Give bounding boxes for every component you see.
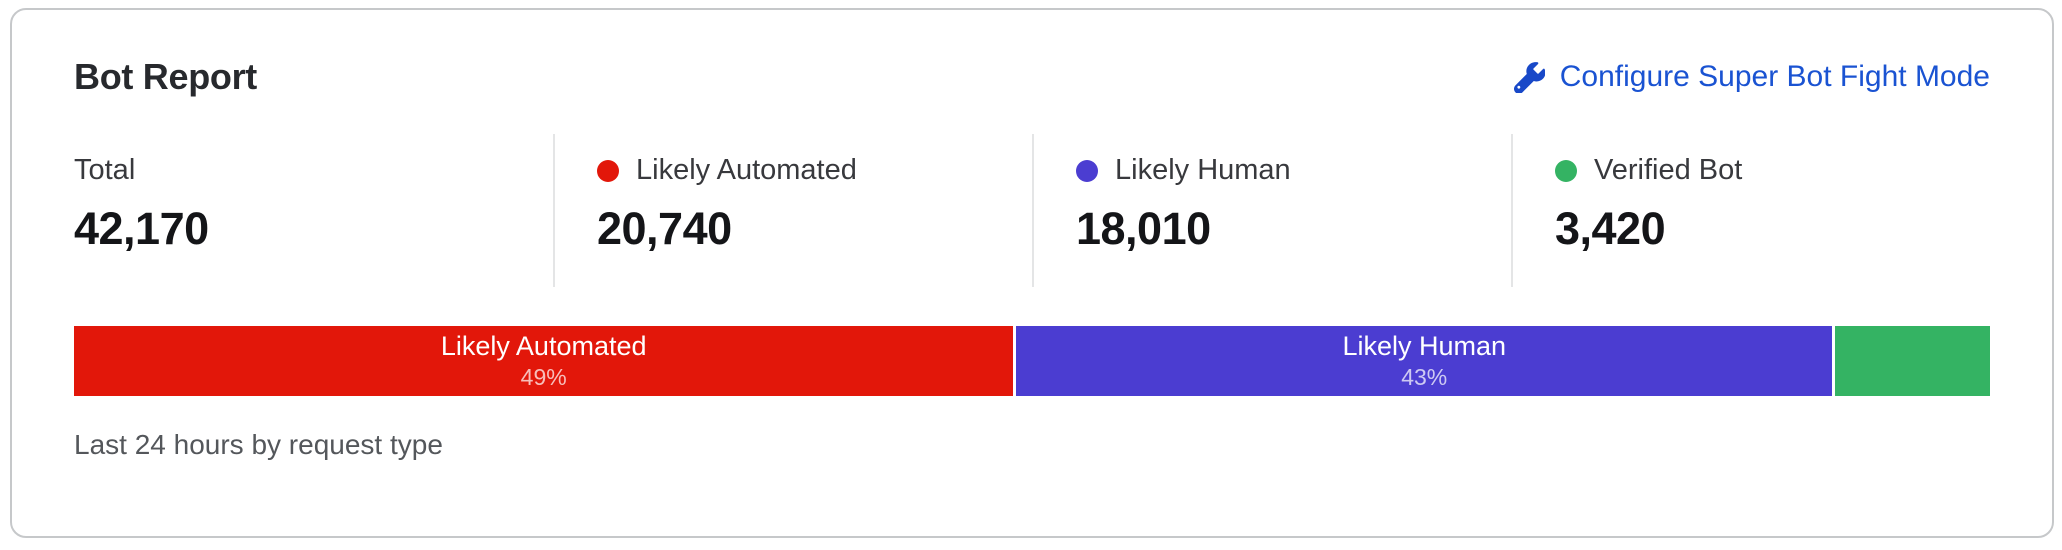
stat-likely-human: Likely Human 18,010 xyxy=(1032,134,1511,287)
bar-segment-likely-human: Likely Human 43% xyxy=(1016,326,1833,396)
bar-segment-label: Likely Human xyxy=(1342,331,1507,362)
bar-segment-verified-bot xyxy=(1835,326,1990,396)
card-header: Bot Report Configure Super Bot Fight Mod… xyxy=(74,56,1990,98)
page-title: Bot Report xyxy=(74,56,257,97)
verified-bot-dot-icon xyxy=(1555,159,1577,182)
stat-verified-bot: Verified Bot 3,420 xyxy=(1511,134,1990,287)
configure-super-bot-fight-mode-link[interactable]: Configure Super Bot Fight Mode xyxy=(1513,60,1990,94)
bar-segment-label: Likely Automated xyxy=(440,331,647,362)
likely-human-dot-icon xyxy=(1076,159,1098,182)
stat-total-value: 42,170 xyxy=(74,203,209,254)
stat-likely-automated-label: Likely Automated xyxy=(636,154,857,186)
bar-segment-percent: 49% xyxy=(520,364,567,391)
bar-segment-likely-automated: Likely Automated 49% xyxy=(74,326,1014,396)
stat-total-label: Total xyxy=(74,154,136,186)
stat-total: Total 42,170 xyxy=(74,134,553,287)
request-type-stacked-bar: Likely Automated 49% Likely Human 43% xyxy=(74,326,1990,396)
configure-link-label: Configure Super Bot Fight Mode xyxy=(1559,60,1990,93)
stat-likely-automated: Likely Automated 20,740 xyxy=(553,134,1032,287)
chart-caption: Last 24 hours by request type xyxy=(74,429,443,460)
stat-likely-human-value: 18,010 xyxy=(1076,203,1211,254)
wrench-icon xyxy=(1513,61,1546,94)
stat-likely-human-label: Likely Human xyxy=(1115,154,1291,186)
bot-report-card: Bot Report Configure Super Bot Fight Mod… xyxy=(10,8,2054,538)
likely-automated-dot-icon xyxy=(597,159,619,182)
stat-likely-automated-value: 20,740 xyxy=(597,203,732,254)
bar-segment-percent: 43% xyxy=(1401,364,1448,391)
stats-row: Total 42,170 Likely Automated 20,740 Lik… xyxy=(74,134,1990,287)
stat-verified-bot-value: 3,420 xyxy=(1555,203,1666,254)
stat-verified-bot-label: Verified Bot xyxy=(1594,154,1743,186)
